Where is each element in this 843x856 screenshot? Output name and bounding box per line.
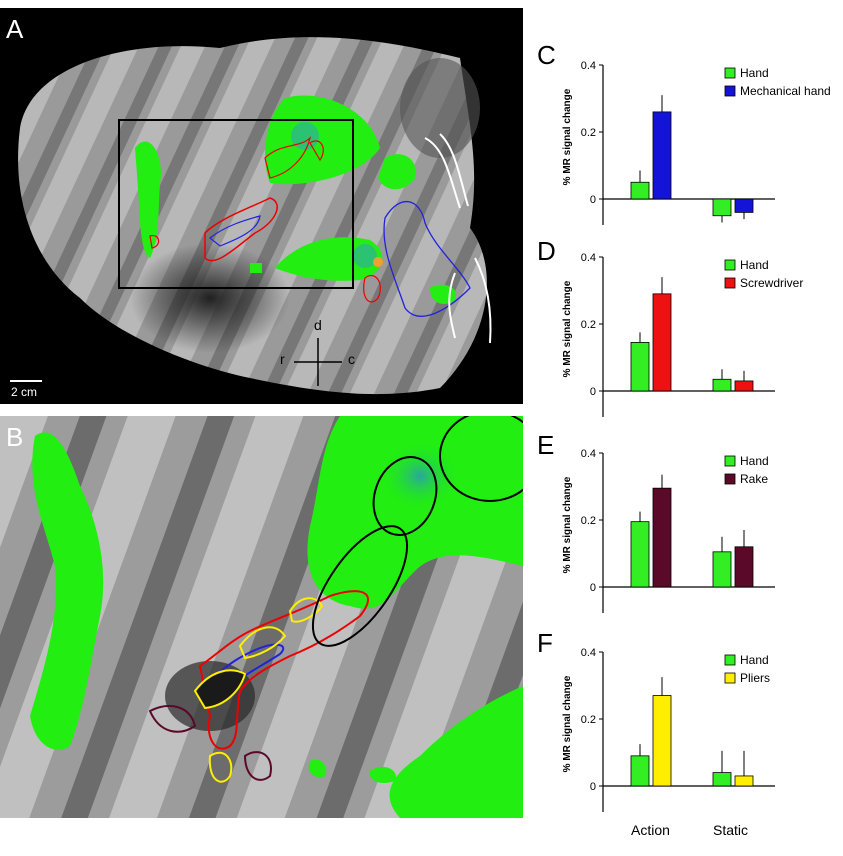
y-tick-label: 0 [590,194,596,206]
legend-label: Mechanical hand [740,84,831,98]
bar-pliers-static [734,775,754,787]
bar-mechanical-hand-static [734,198,754,213]
legend-label: Hand [740,454,769,468]
legend-swatch [724,473,736,485]
chart-e: 0 0.2 0.4 % MR signal change Hand Rake [540,443,840,618]
orientation-rostral: r [280,351,285,367]
panel-b-brain-zoom [0,410,541,818]
orientation-ventral: v [314,385,321,401]
legend-swatch [724,672,736,684]
legend-swatch [724,654,736,666]
legend-label: Hand [740,653,769,667]
panel-letter-b: B [6,422,24,452]
y-axis-label: % MR signal change [562,476,573,573]
bar-rake-action [652,487,672,588]
legend-swatch [724,67,736,79]
y-tick-label: 0.4 [581,448,596,460]
bar-hand-action [630,755,650,787]
legend-swatch [724,277,736,289]
bar-screwdriver-action [652,293,672,392]
panel-letter-d: D [537,236,556,266]
y-tick-label: 0.2 [581,319,596,331]
y-tick-label: 0 [590,582,596,594]
panel-a-brain-map [0,8,523,404]
bar-hand-action [630,181,650,200]
chart-f: 0 0.2 0.4 % MR signal change Hand Pliers [540,642,840,817]
bar-hand-static [712,772,732,787]
panel-letter-e: E [537,430,555,460]
chart-svg: 0 0.2 0.4 % MR signal change Hand Screwdriver [562,252,803,417]
panel-letter-a: A [6,14,24,44]
orientation-caudal: c [348,351,355,367]
bar-hand-static [712,198,732,217]
x-category-static: Static [713,822,749,838]
orientation-dorsal: d [314,317,322,333]
chart-d: 0 0.2 0.4 % MR signal change Hand Screwdriver [540,247,840,422]
y-tick-label: 0.2 [581,515,596,527]
chart-svg: 0 0.2 0.4 % MR signal change Hand Mechanical … [562,60,831,225]
bar-mechanical-hand-action [652,111,672,200]
y-tick-label: 0.4 [581,647,596,659]
chart-svg: 0 0.2 0.4 % MR signal change Hand Rake [562,448,775,613]
y-tick-label: 0.4 [581,252,596,264]
legend-swatch [724,259,736,271]
y-tick-label: 0.2 [581,127,596,139]
y-axis-label: % MR signal change [562,88,573,185]
y-tick-label: 0.2 [581,714,596,726]
legend-label: Pliers [740,671,770,685]
legend-label: Rake [740,472,768,486]
bar-rake-static [734,546,754,588]
y-axis-label: % MR signal change [562,280,573,377]
chart-svg: 0 0.2 0.4 % MR signal change Hand Pliers [562,647,775,812]
bar-hand-action [630,342,650,392]
bar-hand-action [630,521,650,588]
chart-c: 0 0.2 0.4 % MR signal change Hand Mechanical … [540,55,840,230]
bar-hand-static [712,551,732,588]
y-tick-label: 0 [590,386,596,398]
y-tick-label: 0 [590,781,596,793]
bar-hand-static [712,378,732,392]
panel-letter-c: C [537,40,556,70]
legend-swatch [724,85,736,97]
y-axis-label: % MR signal change [562,675,573,772]
bar-screwdriver-static [734,380,754,392]
legend-label: Hand [740,258,769,272]
x-category-action: Action [631,822,670,838]
legend-label: Screwdriver [740,276,803,290]
bar-pliers-action [652,695,672,787]
y-tick-label: 0.4 [581,60,596,72]
legend-swatch [724,455,736,467]
legend-label: Hand [740,66,769,80]
scale-bar-label: 2 cm [11,385,38,399]
panel-letter-f: F [537,628,553,658]
